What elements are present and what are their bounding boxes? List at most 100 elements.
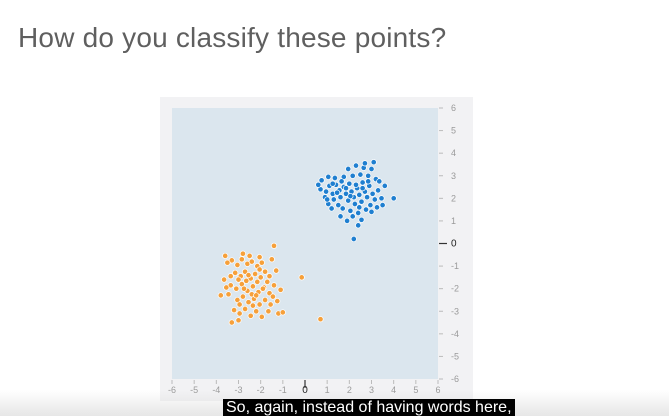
blue-data-point	[358, 172, 363, 177]
blue-data-point	[338, 214, 343, 219]
y-tick-label: -6	[451, 374, 459, 384]
y-tick-label: -3	[451, 306, 459, 316]
orange-data-point	[239, 257, 244, 262]
orange-data-point	[248, 313, 253, 318]
blue-data-point	[331, 197, 336, 202]
orange-data-point	[218, 293, 223, 298]
orange-data-point	[262, 297, 267, 302]
orange-data-point	[267, 274, 272, 279]
y-tick-label: 2	[451, 193, 456, 203]
orange-data-point	[236, 318, 241, 323]
blue-data-point	[332, 175, 337, 180]
blue-data-point	[353, 182, 358, 187]
blue-data-point	[323, 189, 328, 194]
blue-data-point	[357, 192, 362, 197]
orange-data-point	[247, 253, 252, 258]
orange-data-point	[266, 309, 271, 314]
orange-data-point	[271, 283, 276, 288]
orange-data-point	[237, 302, 242, 307]
orange-data-point	[229, 320, 234, 325]
orange-data-point	[271, 243, 276, 248]
blue-data-point	[340, 206, 345, 211]
blue-data-point	[326, 174, 331, 179]
orange-data-point	[237, 311, 242, 316]
y-tick-label: -5	[451, 351, 459, 361]
orange-data-point	[226, 292, 231, 297]
orange-data-point	[249, 259, 254, 264]
blue-data-point	[353, 163, 358, 168]
orange-data-point	[231, 307, 236, 312]
y-tick-label: 6	[451, 103, 456, 113]
orange-data-point	[223, 253, 228, 258]
orange-data-point	[240, 294, 245, 299]
blue-data-point	[380, 202, 385, 207]
orange-data-point	[257, 302, 262, 307]
y-tick-label: -1	[451, 261, 459, 271]
orange-data-point	[234, 286, 239, 291]
orange-data-point	[250, 303, 255, 308]
orange-data-point	[228, 274, 233, 279]
blue-data-point	[363, 207, 368, 212]
blue-data-point	[316, 182, 321, 187]
blue-data-point	[339, 179, 344, 184]
orange-data-point	[262, 269, 267, 274]
blue-data-point	[330, 181, 335, 186]
orange-data-point	[265, 279, 270, 284]
blue-data-point	[366, 179, 371, 184]
orange-data-point	[246, 272, 251, 277]
blue-data-point	[372, 197, 377, 202]
orange-data-point	[240, 251, 245, 256]
orange-data-point	[278, 287, 283, 292]
blue-data-point	[359, 217, 364, 222]
orange-data-point	[254, 309, 259, 314]
blue-data-point	[375, 188, 380, 193]
blue-data-point	[374, 205, 379, 210]
y-tick-label: 1	[451, 216, 456, 226]
y-tick-label: 4	[451, 148, 456, 158]
orange-data-point	[269, 257, 274, 262]
orange-data-point	[270, 294, 275, 299]
blue-data-point	[350, 214, 355, 219]
blue-data-point	[357, 205, 362, 210]
orange-data-point	[225, 260, 230, 265]
orange-data-point	[259, 260, 264, 265]
y-tick-label: -2	[451, 284, 459, 294]
blue-data-point	[346, 166, 351, 171]
blue-data-point	[359, 199, 364, 204]
blue-data-point	[356, 210, 361, 215]
orange-data-point	[255, 279, 260, 284]
orange-data-point	[260, 286, 265, 291]
blue-data-point	[348, 193, 353, 198]
orange-data-point	[221, 277, 226, 282]
blue-data-point	[371, 160, 376, 165]
y-tick-label: 5	[451, 126, 456, 136]
blue-data-point	[362, 161, 367, 166]
blue-data-point	[379, 196, 384, 201]
orange-data-point	[254, 293, 259, 298]
orange-data-point	[257, 254, 262, 259]
subtitle-caption: So, again, instead of having words here,	[223, 399, 515, 416]
blue-data-point	[360, 180, 365, 185]
blue-data-point	[366, 173, 371, 178]
orange-data-point	[257, 267, 262, 272]
orange-data-point	[259, 314, 264, 319]
plot-area	[172, 108, 438, 379]
blue-data-point	[360, 186, 365, 191]
blue-data-point	[369, 209, 374, 214]
blue-data-point	[364, 195, 369, 200]
y-tick-label: 3	[451, 171, 456, 181]
orange-data-point	[242, 306, 247, 311]
blue-data-point	[350, 173, 355, 178]
blue-data-point	[368, 202, 373, 207]
blue-data-point	[356, 223, 361, 228]
blue-data-point	[382, 183, 387, 188]
orange-data-point	[244, 278, 249, 283]
orange-data-point	[250, 284, 255, 289]
orange-data-point	[299, 275, 304, 280]
blue-data-point	[369, 166, 374, 171]
blue-data-point	[344, 218, 349, 223]
orange-data-point	[235, 262, 240, 267]
orange-data-point	[224, 285, 229, 290]
orange-data-point	[274, 268, 279, 273]
